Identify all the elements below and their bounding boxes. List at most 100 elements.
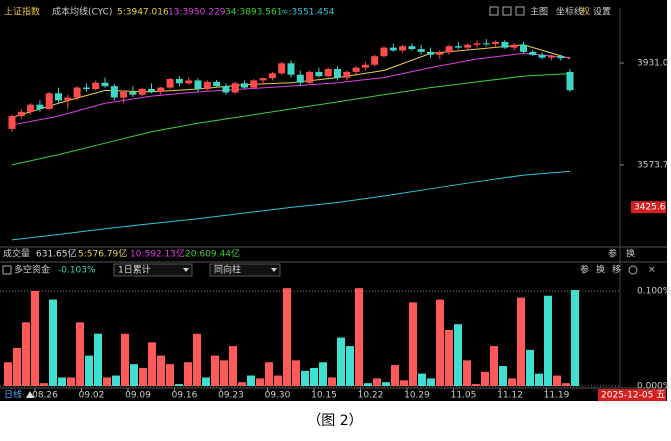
candle-body bbox=[241, 83, 248, 88]
candle-body bbox=[129, 91, 137, 95]
price-marker-label: 3425.6 bbox=[634, 203, 666, 213]
candle-body bbox=[166, 79, 174, 88]
index-name: 上证指数 bbox=[4, 6, 40, 18]
panel-control[interactable]: 移 bbox=[612, 264, 621, 276]
candle-body bbox=[296, 74, 304, 83]
bar bbox=[400, 380, 408, 386]
candle-body bbox=[82, 87, 90, 89]
bar bbox=[463, 360, 471, 386]
y-tick-label: 0.000% bbox=[637, 382, 671, 392]
y-tick-label: 3931.0 bbox=[637, 59, 669, 69]
bar bbox=[247, 375, 255, 386]
candle-body bbox=[268, 73, 276, 79]
control[interactable]: 主图 bbox=[530, 6, 548, 18]
bar bbox=[85, 355, 93, 386]
panel-control[interactable]: 换 bbox=[626, 248, 635, 260]
bar bbox=[391, 365, 399, 386]
icon[interactable] bbox=[502, 6, 512, 16]
bar bbox=[67, 377, 75, 386]
price-marker-box bbox=[631, 201, 666, 214]
bar bbox=[193, 333, 201, 386]
bar bbox=[472, 384, 480, 386]
bar bbox=[13, 348, 21, 386]
icon[interactable] bbox=[2, 265, 12, 275]
dropdown-text[interactable]: 1日累计 bbox=[118, 264, 151, 276]
candle-body bbox=[566, 71, 574, 91]
candle-body bbox=[73, 87, 81, 98]
candle-body bbox=[287, 63, 295, 75]
legend-ma-inf: ∞:3551.454 bbox=[281, 8, 335, 18]
bar bbox=[103, 377, 111, 386]
bar bbox=[346, 346, 354, 386]
bar bbox=[490, 346, 498, 386]
candle-body bbox=[380, 47, 388, 57]
candle-body bbox=[399, 46, 407, 51]
panel-control[interactable]: 参 bbox=[580, 264, 589, 276]
x-tick-label: 08.26 bbox=[32, 391, 58, 401]
candle-body bbox=[315, 71, 323, 77]
background bbox=[0, 0, 667, 401]
icon[interactable] bbox=[26, 391, 34, 398]
indicator-name: 成本均线(CYC) bbox=[52, 6, 112, 18]
candle-body bbox=[213, 81, 221, 87]
bar bbox=[310, 367, 318, 386]
icon[interactable] bbox=[515, 6, 525, 16]
candle-body bbox=[538, 54, 546, 58]
bar bbox=[94, 333, 102, 386]
candle-body bbox=[278, 63, 286, 74]
bar bbox=[328, 377, 336, 386]
x-tick-label: 09.30 bbox=[265, 391, 291, 401]
volume-ma: 10:592.13亿 bbox=[130, 248, 185, 260]
bar bbox=[76, 322, 84, 386]
legend-ma5: 5:3947.016 bbox=[117, 8, 169, 18]
candle-body bbox=[120, 91, 128, 98]
candle-body bbox=[27, 104, 35, 112]
bar bbox=[58, 377, 66, 386]
x-tick-label: 11.05 bbox=[451, 391, 477, 401]
dropdown-text[interactable]: 同向柱 bbox=[214, 264, 241, 276]
bar bbox=[544, 295, 552, 386]
bar bbox=[166, 364, 174, 386]
dropdown-arrow[interactable] bbox=[183, 268, 189, 272]
bar bbox=[238, 382, 246, 386]
bar bbox=[355, 288, 363, 386]
x-tick-label: 11.19 bbox=[544, 391, 570, 401]
icon[interactable]: ✕ bbox=[648, 266, 656, 276]
bar bbox=[301, 370, 309, 386]
dropdown[interactable] bbox=[113, 263, 193, 277]
x-tick-label: 10.15 bbox=[311, 391, 337, 401]
dropdown-arrow[interactable] bbox=[271, 268, 277, 272]
bar bbox=[49, 299, 57, 386]
control[interactable]: 权 bbox=[581, 6, 590, 18]
bar bbox=[454, 324, 462, 386]
panel-control[interactable]: 换 bbox=[596, 264, 605, 276]
ma-line bbox=[11, 170, 571, 241]
volume-ma: 20:609.44亿 bbox=[185, 248, 240, 260]
current-date: 2025-12-05 五 bbox=[601, 391, 665, 401]
candle-body bbox=[352, 67, 360, 72]
candle-body bbox=[110, 86, 118, 98]
candle-body bbox=[101, 82, 109, 87]
control[interactable]: 设置 bbox=[593, 7, 611, 18]
panel-control[interactable]: 参 bbox=[608, 248, 617, 260]
control[interactable]: 坐标线 bbox=[556, 6, 583, 18]
candle-body bbox=[445, 46, 453, 53]
fund-title: 多空资金 bbox=[14, 264, 50, 276]
candle-body bbox=[492, 41, 500, 44]
bar bbox=[220, 360, 228, 386]
candle-body bbox=[138, 88, 146, 95]
dropdown[interactable] bbox=[209, 263, 281, 277]
candle-body bbox=[417, 49, 425, 52]
candle-body bbox=[157, 87, 165, 92]
icon[interactable] bbox=[489, 6, 499, 16]
bar bbox=[256, 378, 264, 386]
bar bbox=[481, 371, 489, 386]
bar bbox=[337, 337, 345, 386]
x-tick-label: 10.22 bbox=[358, 391, 384, 401]
current-date-box bbox=[598, 389, 666, 401]
ma-line bbox=[11, 44, 571, 118]
icon[interactable] bbox=[628, 265, 638, 275]
bar bbox=[283, 288, 291, 386]
candle-body bbox=[510, 44, 518, 48]
bar bbox=[373, 378, 381, 386]
